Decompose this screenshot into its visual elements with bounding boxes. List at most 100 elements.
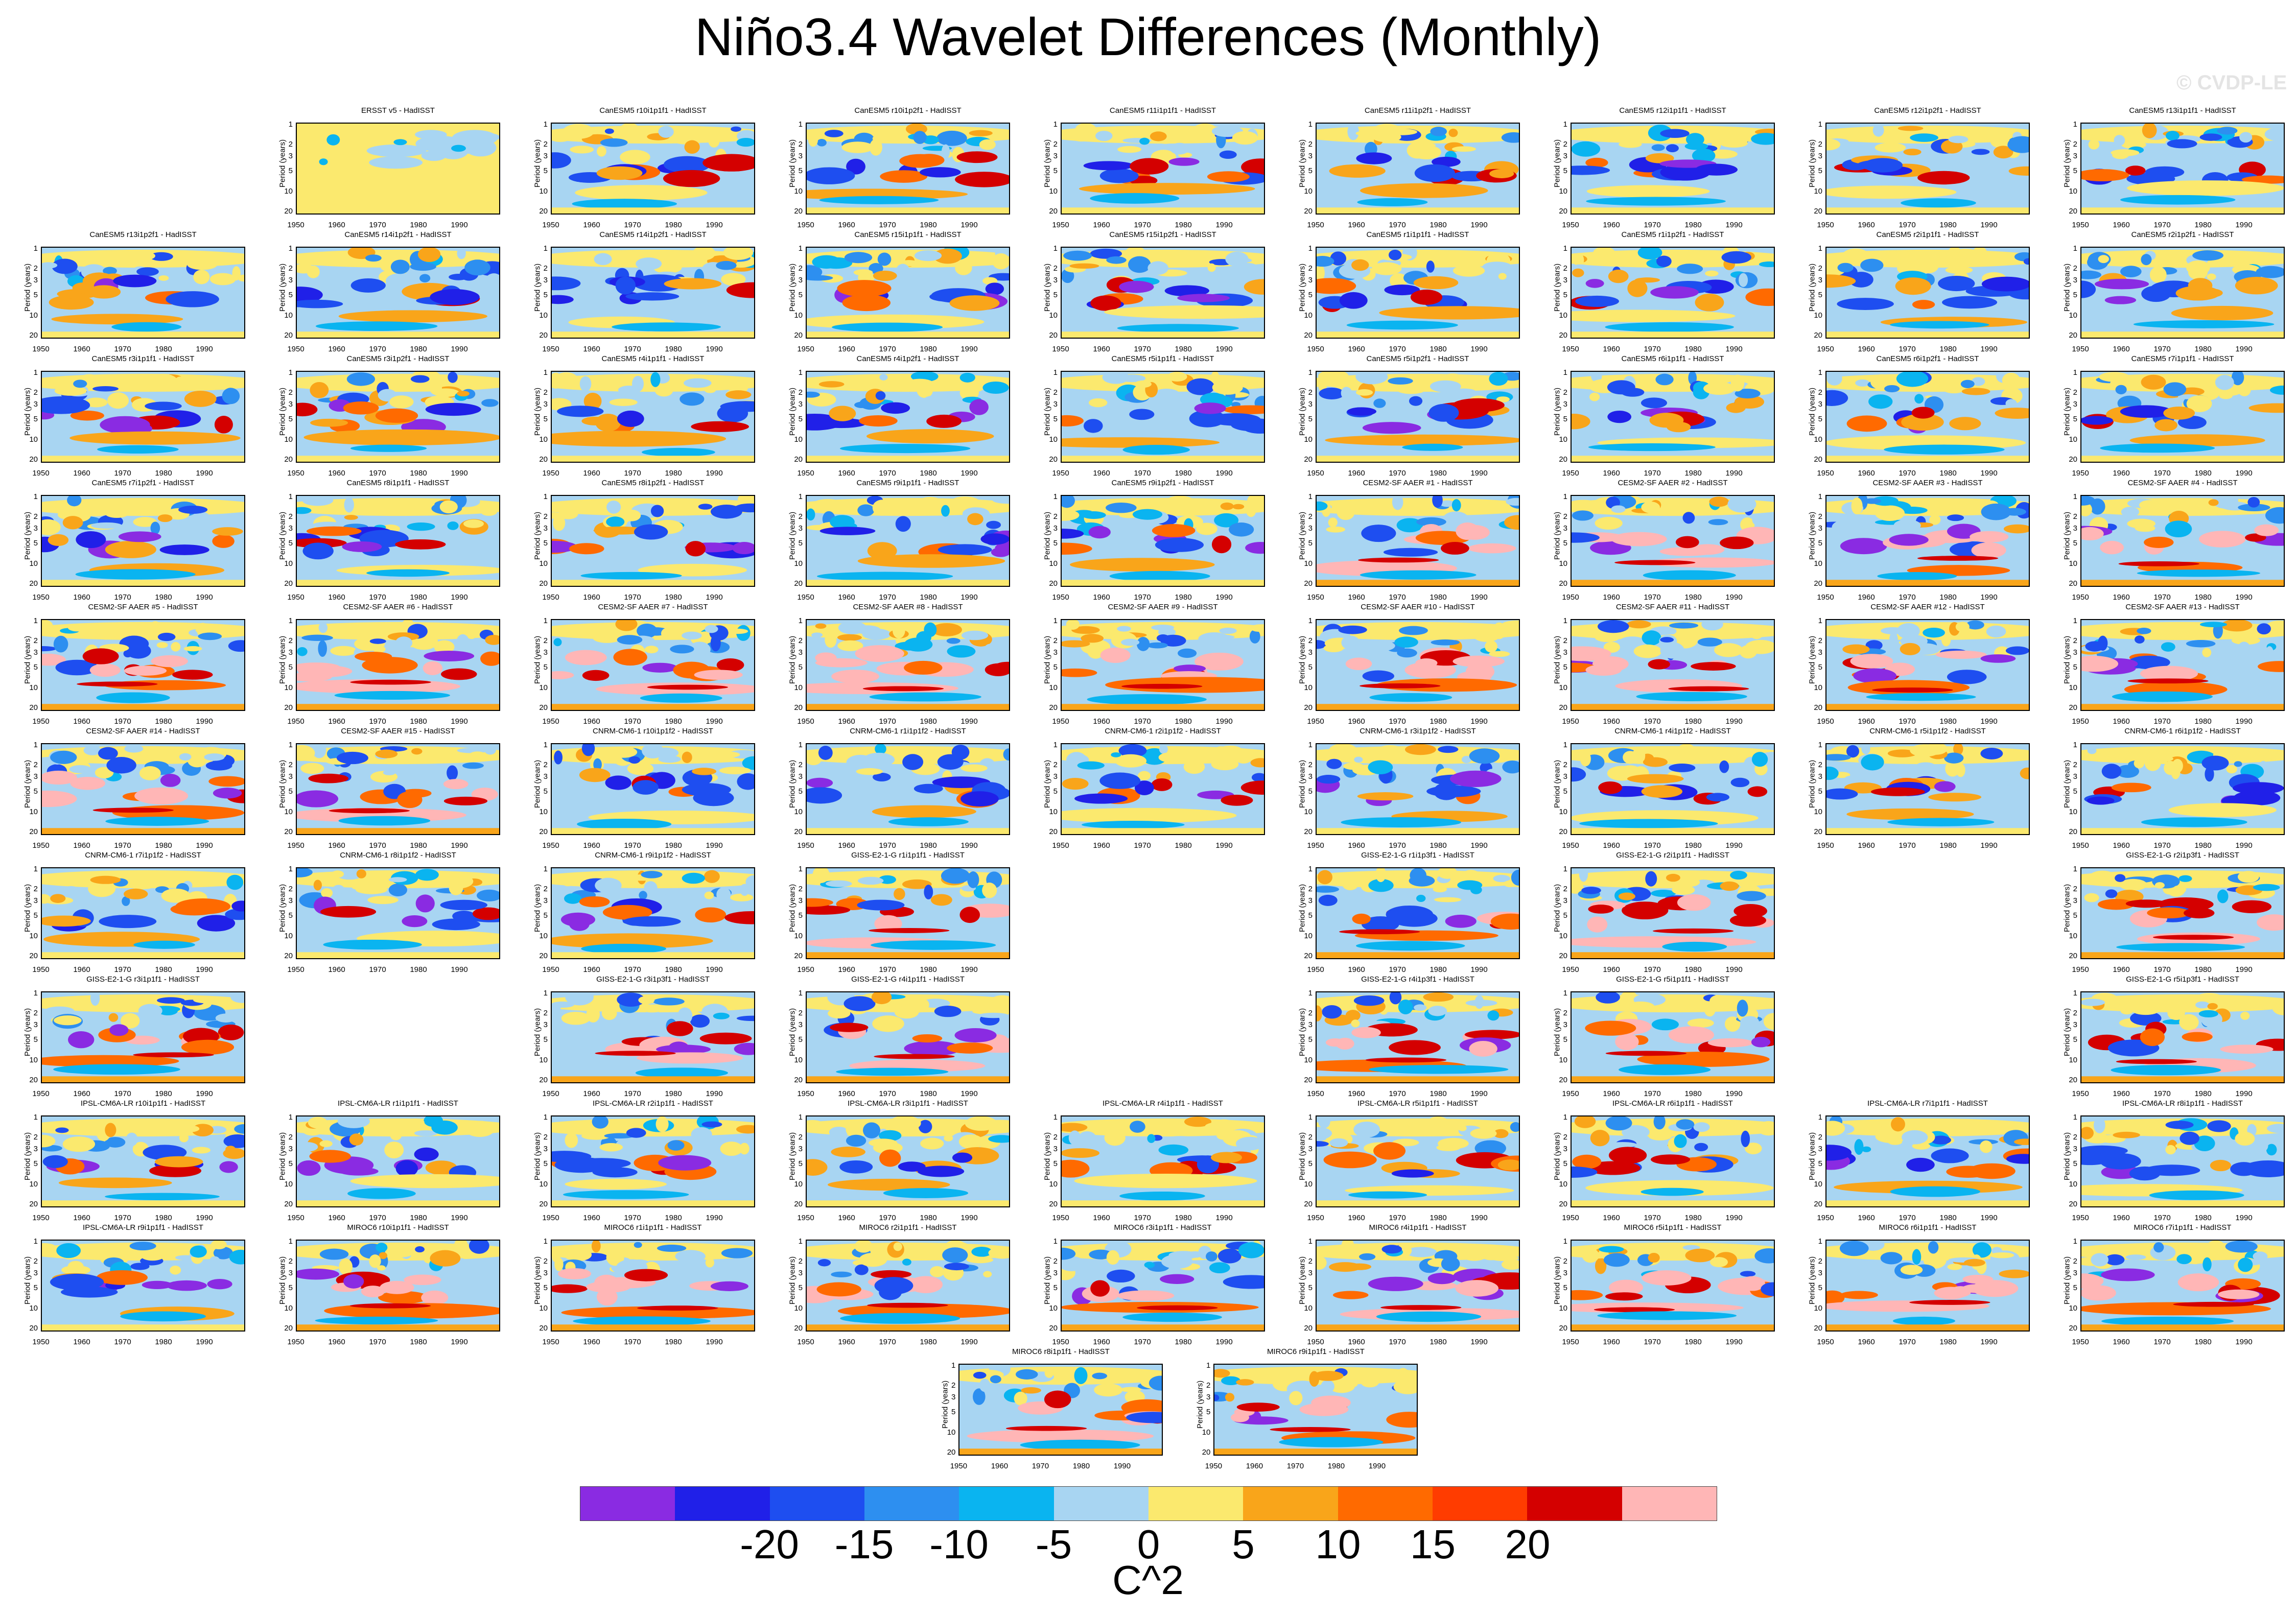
y-tick-label: 20 <box>2069 331 2077 340</box>
x-tick-label: 1980 <box>1430 717 1447 726</box>
heatmap-cell <box>1347 124 1359 140</box>
y-tick-label: 20 <box>1559 1200 1567 1208</box>
heatmap-cell <box>297 662 340 673</box>
heatmap-cell <box>1854 1139 1864 1155</box>
panel-plot-area <box>1061 247 1265 339</box>
panel-plot-area <box>41 867 245 959</box>
heatmap-cell <box>2116 1059 2197 1064</box>
heatmap-cell <box>1045 1368 1054 1378</box>
heatmap-cell <box>1068 1130 1081 1146</box>
x-tick-label: 1950 <box>2072 717 2089 726</box>
x-tick-label: 1950 <box>1307 1338 1324 1346</box>
heatmap-cell <box>710 751 740 758</box>
wavelet-panel: CanESM5 r1i1p2f1 - HadISST Period (years)… <box>1553 230 1775 358</box>
heatmap-cell <box>1356 152 1392 164</box>
heatmap-cell <box>1498 887 1519 899</box>
panel-plot-area <box>2080 743 2285 835</box>
heatmap-cell <box>1694 1143 1708 1152</box>
heatmap-cell <box>581 744 595 756</box>
heatmap-cell <box>1929 514 1941 525</box>
heatmap-cell <box>1641 397 1668 409</box>
x-tick-label: 1950 <box>797 593 814 602</box>
heatmap-cell <box>1453 265 1485 277</box>
x-tick-label: 1960 <box>838 345 855 353</box>
heatmap-cell <box>2094 278 2149 290</box>
x-tick-label: 1980 <box>155 1338 172 1346</box>
heatmap-cell <box>105 1193 220 1201</box>
heatmap-cell <box>724 911 754 924</box>
heatmap-cell <box>2127 180 2284 196</box>
x-tick-label: 1970 <box>369 965 386 974</box>
x-tick-label: 1970 <box>369 469 386 478</box>
heatmap-cell <box>634 524 668 540</box>
panel-title: CanESM5 r3i1p2f1 - HadISST <box>346 354 450 363</box>
wavelet-panel: MIROC6 r10i1p1f1 - HadISST Period (years)… <box>278 1223 500 1351</box>
heatmap-cell <box>941 868 970 884</box>
heatmap-cell <box>2188 278 2213 293</box>
heatmap-cell <box>1489 651 1510 657</box>
y-tick-label: 2 <box>1563 885 1567 894</box>
heatmap-cell <box>1636 692 1747 701</box>
panel-plot-area <box>1825 247 2030 339</box>
heatmap-cell <box>42 894 51 904</box>
y-tick-label: 20 <box>1559 331 1567 340</box>
y-tick-label: 1 <box>543 1237 548 1246</box>
heatmap-cell <box>1464 1030 1519 1039</box>
x-tick-label: 1980 <box>665 1338 682 1346</box>
heatmap-cell <box>1082 511 1106 519</box>
heatmap-cell <box>869 692 981 702</box>
x-tick-label: 1980 <box>920 841 937 850</box>
heatmap-cell <box>1214 1369 1230 1378</box>
heatmap-cell <box>75 569 196 580</box>
heatmap-cell <box>1651 890 1676 897</box>
heatmap-cell <box>1409 396 1423 406</box>
panel-plot-area <box>1213 1364 1418 1456</box>
heatmap-cell <box>2006 1154 2029 1164</box>
x-tick-label: 1990 <box>1470 469 1488 478</box>
heatmap-cell <box>601 1006 617 1020</box>
x-tick-label: 1950 <box>1817 1338 1834 1346</box>
y-tick-label: 1 <box>1308 989 1313 997</box>
y-tick-label: 10 <box>284 931 293 940</box>
heatmap-cell <box>105 541 156 558</box>
y-tick-label: 5 <box>543 167 548 176</box>
heatmap-cell <box>899 154 942 168</box>
x-tick-label: 1950 <box>1307 345 1324 353</box>
x-tick-label: 1970 <box>2153 841 2171 850</box>
y-tick-label: 5 <box>2073 911 2077 920</box>
x-tick-label: 1960 <box>73 1214 90 1222</box>
heatmap-cell <box>1995 408 2029 419</box>
heatmap-cell <box>192 1147 211 1154</box>
heatmap-cell <box>1720 1244 1739 1250</box>
x-tick-label: 1950 <box>32 965 50 974</box>
heatmap-cell <box>107 392 129 409</box>
x-tick-label: 1950 <box>797 965 814 974</box>
heatmap-cell <box>349 1133 364 1146</box>
y-tick-label: 10 <box>284 1179 293 1189</box>
heatmap-cell <box>1219 150 1237 159</box>
y-tick-label: 20 <box>1814 207 1822 216</box>
heatmap-cell <box>1953 744 1963 755</box>
panel-plot-area <box>551 123 755 215</box>
heatmap-cell <box>105 508 129 518</box>
panel-title: IPSL-CM6A-LR r2i1p1f1 - HadISST <box>593 1099 713 1108</box>
heatmap-cell <box>1504 515 1519 530</box>
heatmap-cell <box>959 372 975 383</box>
y-tick-label: 2 <box>288 761 293 770</box>
panel-plot-area <box>2080 495 2285 587</box>
heatmap-cell <box>1021 1387 1042 1394</box>
heatmap-cell <box>1826 456 2029 462</box>
x-tick-label: 1950 <box>32 1214 50 1222</box>
panel-plot-area <box>1316 619 1520 711</box>
heatmap-cell <box>1737 1000 1748 1017</box>
y-tick-label: 1 <box>33 865 38 873</box>
heatmap-cell <box>2198 1010 2218 1017</box>
heatmap-cell <box>1461 755 1471 764</box>
x-tick-label: 1970 <box>624 717 641 726</box>
heatmap-cell <box>842 294 891 312</box>
heatmap-cell <box>2014 1138 2029 1145</box>
heatmap-cell <box>2144 502 2154 509</box>
heatmap-cell <box>160 773 181 787</box>
heatmap-cell <box>1229 522 1254 537</box>
heatmap-cell <box>563 1190 689 1199</box>
